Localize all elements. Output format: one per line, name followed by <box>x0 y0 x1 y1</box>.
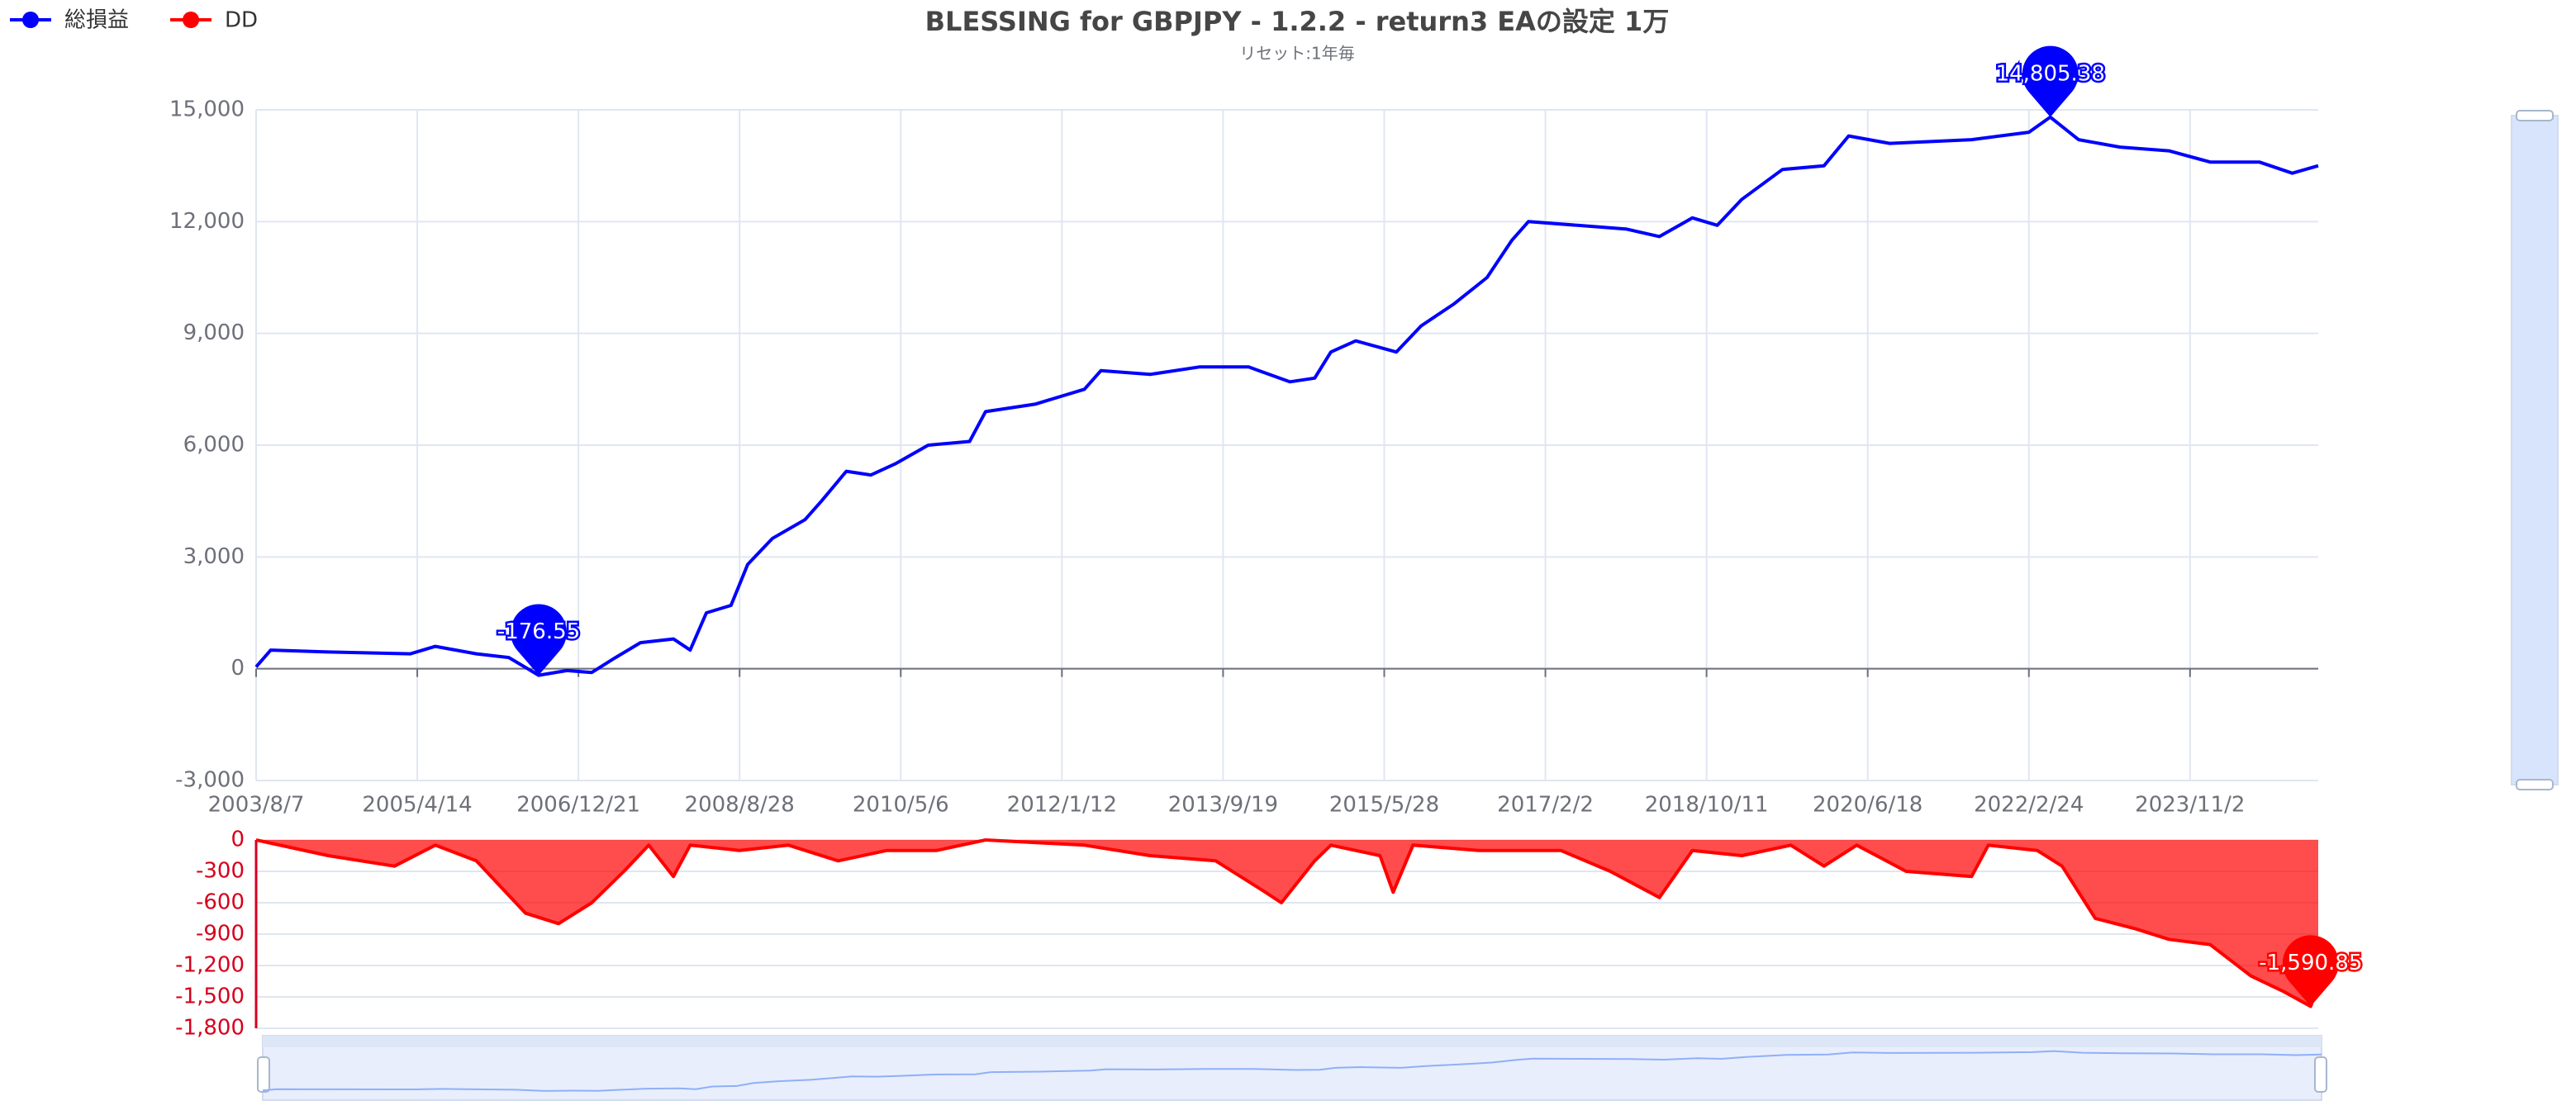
x-tick-label: 2012/1/12 <box>1007 793 1117 818</box>
legend-label: DD <box>225 8 258 33</box>
y-tick-label: -1,200 <box>175 953 245 978</box>
pin <box>2022 45 2079 117</box>
slider-window <box>2512 116 2558 785</box>
y-tick-label: 0 <box>231 828 245 852</box>
chart-title: BLESSING for GBPJPY - 1.2.2 - return3 EA… <box>925 6 1670 37</box>
line <box>255 838 2320 1008</box>
legend-item[interactable]: DD <box>170 8 258 33</box>
y-tick-label: -600 <box>196 890 245 915</box>
legend-symbol <box>183 12 200 28</box>
pin-label: -1,590.85 <box>2259 951 2362 975</box>
y-tick-label: 0 <box>231 656 245 681</box>
x-tick-label: 2008/8/28 <box>685 793 795 818</box>
pin <box>2282 935 2339 1007</box>
mark-point: 14,805.38 <box>1994 45 2107 117</box>
chart-subtitle: リセット:1年毎 <box>1239 44 1354 64</box>
x-tick-label: 2018/10/11 <box>1645 793 1769 818</box>
y-tick-label: 6,000 <box>183 433 245 458</box>
x-tick-label: 2003/8/7 <box>208 793 305 818</box>
horizontal-zoom-slider[interactable] <box>257 1035 2327 1101</box>
x-tick-label: 2013/9/19 <box>1168 793 1278 818</box>
y-tick-label: 9,000 <box>183 320 245 345</box>
x-tick-label: 2015/5/28 <box>1329 793 1439 818</box>
slider-handle[interactable] <box>2314 1056 2327 1093</box>
slider-bar <box>263 1036 2322 1047</box>
x-tick-label: 2022/2/24 <box>1974 793 2084 818</box>
y-tick-label: -300 <box>196 859 245 884</box>
y-tick-label: -3,000 <box>175 768 245 793</box>
pin <box>511 604 568 676</box>
pin-label: 14,805.38 <box>1996 61 2105 86</box>
slider-handle[interactable] <box>2516 779 2554 790</box>
y-tick-label: -900 <box>196 922 245 947</box>
mark-point: -1,590.85 <box>2257 935 2365 1007</box>
legend-item[interactable]: 総損益 <box>10 8 129 33</box>
x-tick-label: 2020/6/18 <box>1813 793 1922 818</box>
y-tick-label: -1,500 <box>175 985 245 1009</box>
x-tick-label: 2006/12/21 <box>516 793 640 818</box>
x-tick-label: 2023/11/2 <box>2135 793 2245 818</box>
y-tick-label: 15,000 <box>169 97 245 122</box>
area <box>256 840 2318 1007</box>
slider-handle[interactable] <box>2516 110 2554 121</box>
legend-label: 総損益 <box>64 8 129 33</box>
pin-label: -176.55 <box>497 619 580 644</box>
mark-point: -176.55 <box>495 604 582 676</box>
vertical-zoom-slider[interactable] <box>2511 110 2559 790</box>
slider-handle[interactable] <box>257 1056 270 1093</box>
overview-line <box>262 1050 2322 1092</box>
y-tick-label: -1,800 <box>175 1016 245 1041</box>
y-tick-label: 12,000 <box>169 209 245 234</box>
y-tick-label: 3,000 <box>183 544 245 569</box>
x-tick-label: 2017/2/2 <box>1497 793 1594 818</box>
legend-symbol <box>22 12 39 28</box>
x-tick-label: 2005/4/14 <box>362 793 472 818</box>
x-tick-label: 2010/5/6 <box>853 793 949 818</box>
line <box>254 115 2319 677</box>
